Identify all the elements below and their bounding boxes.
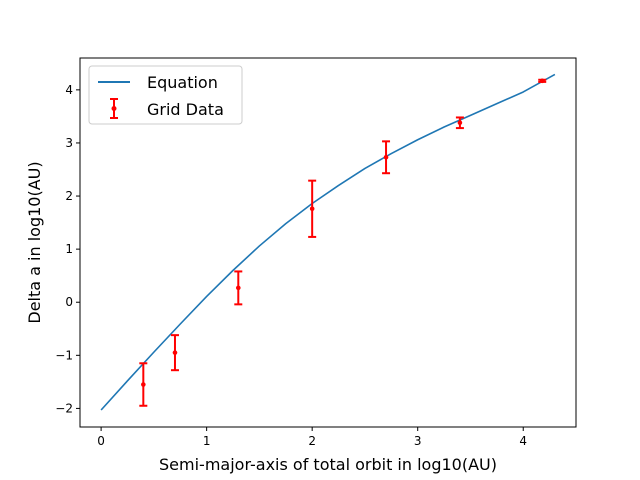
legend-grid-data-swatch	[110, 98, 118, 119]
grid-data-point	[382, 140, 391, 175]
data-marker	[539, 78, 545, 84]
y-tick-label: 0	[65, 295, 73, 309]
data-marker	[457, 120, 463, 126]
y-tick-label: 4	[65, 83, 73, 97]
grid-data-point	[308, 179, 317, 238]
legend: Equation Grid Data	[88, 65, 243, 125]
data-marker	[383, 154, 389, 160]
x-tick-label: 0	[97, 434, 105, 448]
grid-data-point	[455, 116, 464, 130]
y-tick-label: 2	[65, 189, 73, 203]
legend-box	[88, 65, 243, 125]
y-tick-label: −1	[55, 348, 73, 362]
x-tick-label: 3	[414, 434, 422, 448]
axis-ticks: 0 1 2 3 4 −2 −1 0 1 2 3 4	[55, 83, 527, 448]
grid-data-point	[234, 270, 243, 306]
data-marker	[141, 382, 146, 387]
data-marker	[309, 206, 315, 212]
x-tick-label: 4	[519, 434, 527, 448]
axes-frame	[79, 57, 577, 428]
legend-equation-label: Equation	[147, 73, 218, 92]
data-marker	[235, 285, 241, 291]
plot-area	[100, 73, 556, 411]
grid-data-point	[538, 78, 547, 84]
equation-line	[100, 73, 556, 411]
y-tick-label: 3	[65, 136, 73, 150]
x-tick-label: 1	[203, 434, 211, 448]
x-tick-label: 2	[308, 434, 316, 448]
y-axis-title: Delta a in log10(AU)	[25, 161, 44, 323]
x-axis-title: Semi-major-axis of total orbit in log10(…	[159, 455, 497, 474]
y-tick-label: −2	[55, 401, 73, 415]
grid-data-point	[170, 334, 179, 372]
grid-data-point	[139, 362, 148, 407]
legend-grid-data-label: Grid Data	[147, 100, 224, 119]
data-marker	[172, 350, 178, 355]
y-tick-label: 1	[65, 242, 73, 256]
